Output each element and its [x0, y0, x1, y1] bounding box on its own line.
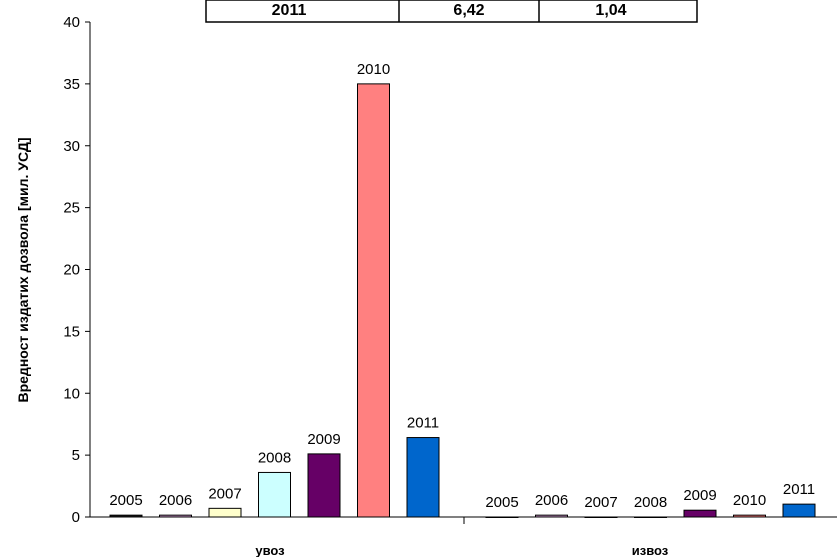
- bar: [584, 516, 618, 518]
- bar: [258, 471, 291, 518]
- bars: 2005 2005 2006 2006 2007 2007 2008 2008 2009 2009…: [109, 61, 816, 518]
- bar: [485, 516, 519, 518]
- y-tick-label: 20: [63, 262, 80, 279]
- table-cell-year: 2011: [272, 2, 307, 19]
- y-axis-title: Вредност издатих дозвола [мил. УСД]: [15, 137, 31, 402]
- table-cell-import: 6,42: [453, 2, 484, 19]
- data-label: 2008: [634, 494, 667, 511]
- data-label: 2006: [535, 492, 568, 509]
- data-label: 2007: [208, 485, 241, 502]
- bar: [782, 503, 816, 518]
- bar: [634, 516, 667, 518]
- category-label-import: увоз: [255, 543, 285, 557]
- category-label-export: извоз: [632, 543, 669, 557]
- category-labels: увоз извоз: [255, 543, 668, 557]
- data-label: 2009: [307, 431, 340, 448]
- table-row-frame: [205, 0, 698, 23]
- bar: [208, 507, 242, 518]
- data-table-row: 2011 6,42 1,04: [205, 0, 698, 23]
- bar: [357, 83, 390, 518]
- y-tick-label: 5: [72, 447, 80, 464]
- y-tick-label: 0: [72, 509, 80, 526]
- bar: [159, 514, 192, 518]
- axes: 0 5 10 15 20 25 30 35 40: [63, 14, 837, 526]
- bar: [683, 509, 717, 518]
- y-tick-label: 40: [63, 14, 80, 31]
- data-label: 2008: [258, 449, 291, 466]
- bar: [406, 437, 440, 518]
- bar: [307, 453, 341, 518]
- data-label: 2010: [733, 492, 766, 509]
- y-tick-label: 25: [63, 200, 80, 217]
- data-label: 2005: [109, 492, 142, 509]
- data-label: 2010: [357, 61, 390, 78]
- bar: [733, 514, 766, 518]
- data-label: 2011: [783, 481, 815, 498]
- data-label: 2007: [584, 494, 617, 511]
- data-label: 2009: [683, 487, 716, 504]
- table-cell-export: 1,04: [595, 2, 626, 19]
- bar: [535, 514, 568, 518]
- y-tick-label: 10: [63, 385, 80, 402]
- data-label: 2005: [485, 494, 518, 511]
- y-tick-label: 15: [63, 323, 80, 340]
- y-tick-label: 30: [63, 138, 80, 155]
- data-label: 2011: [407, 415, 439, 432]
- bar: [109, 514, 143, 518]
- data-label: 2006: [159, 492, 192, 509]
- y-tick-label: 35: [63, 76, 80, 93]
